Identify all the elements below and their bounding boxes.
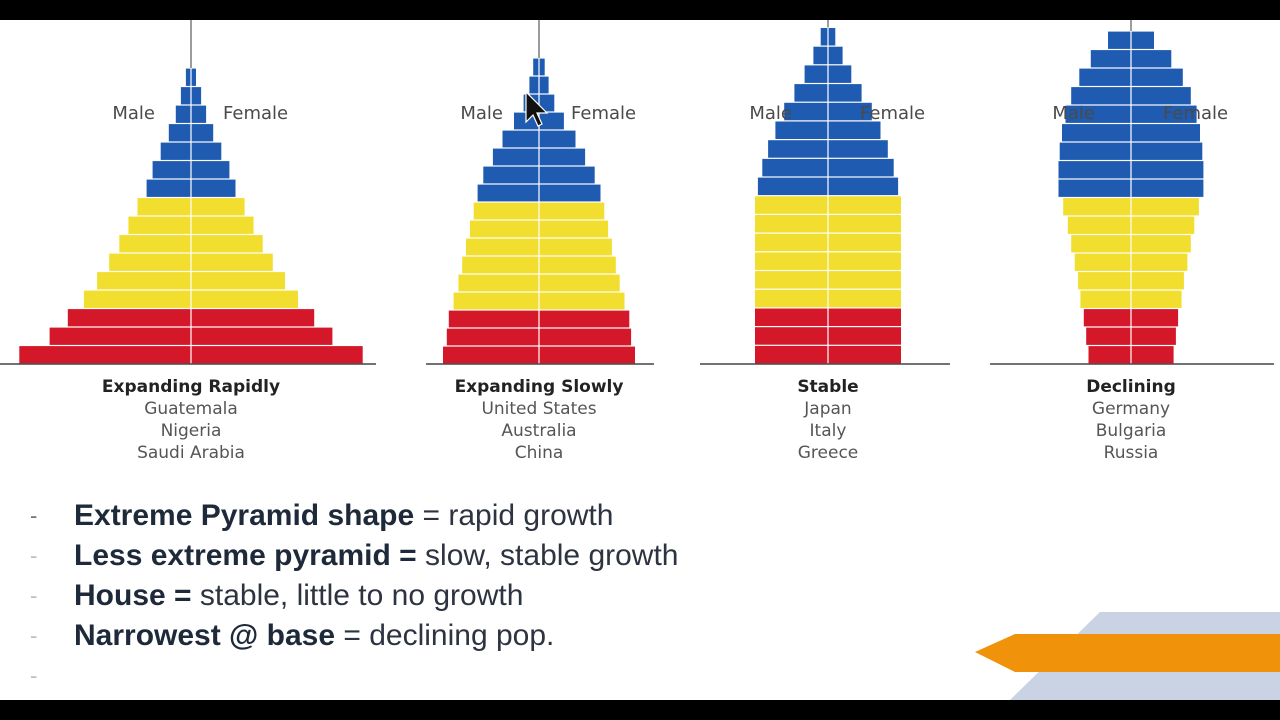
male-label: Male: [749, 103, 792, 124]
country-label: China: [515, 443, 564, 463]
country-label: Australia: [501, 421, 576, 441]
bullet-text: = declining pop.: [335, 619, 555, 652]
country-label: Italy: [810, 421, 847, 441]
pyramid-title: Stable: [797, 377, 858, 397]
male-label: Male: [112, 103, 155, 124]
orange-stripe: [975, 634, 1280, 672]
country-label: Bulgaria: [1096, 421, 1167, 441]
country-label: Germany: [1092, 399, 1170, 419]
bullet-dash: -: [30, 623, 38, 648]
country-label: Greece: [798, 443, 859, 463]
bullet-dash: -: [30, 543, 38, 568]
bullet-text: slow, stable growth: [416, 539, 679, 572]
pyramid-title: Declining: [1086, 377, 1176, 397]
bullet-bold-text: House =: [74, 579, 192, 612]
bullet-dash: -: [30, 503, 38, 528]
bullet-dash: -: [30, 663, 38, 688]
female-label: Female: [571, 103, 636, 124]
bullet-bold-text: Less extreme pyramid =: [74, 539, 417, 572]
bullet-text: = rapid growth: [414, 499, 614, 532]
bullet-item: -: [30, 656, 930, 696]
male-label: Male: [1052, 103, 1095, 124]
bullet-bold-text: Extreme Pyramid shape: [74, 499, 415, 532]
bullet-item: - House = stable, little to no growth: [30, 576, 930, 616]
bullet-dash: -: [30, 583, 38, 608]
bullet-item: - Less extreme pyramid = slow, stable gr…: [30, 536, 930, 576]
population-pyramids-figure: Male Female Expanding Rapidly Guatemala Nige…: [0, 20, 1280, 490]
male-label: Male: [460, 103, 503, 124]
pyramid-title: Expanding Slowly: [455, 377, 624, 397]
pyramid-title: Expanding Rapidly: [102, 377, 280, 397]
mouse-cursor-icon: [525, 90, 549, 127]
slide: Male Female Expanding Rapidly Guatemala Nige…: [0, 20, 1280, 700]
bullet-list: - Extreme Pyramid shape = rapid growth -…: [30, 496, 930, 696]
country-label: United States: [481, 399, 596, 419]
country-label: Nigeria: [161, 421, 222, 441]
bullet-bold-text: Narrowest @ base: [74, 619, 336, 652]
pyramids-svg: Male Female Expanding RapidlyGuatemalaNige…: [0, 20, 1274, 463]
female-label: Female: [860, 103, 925, 124]
country-label: Japan: [803, 399, 851, 419]
bullet-item: - Narrowest @ base = declining pop.: [30, 616, 930, 656]
bullet-text: stable, little to no growth: [191, 579, 524, 612]
pyramid-chart: Male Female Expanding RapidlyGuatemalaNige…: [0, 20, 376, 463]
female-label: Female: [1163, 103, 1228, 124]
female-label: Female: [223, 103, 288, 124]
bullet-item: - Extreme Pyramid shape = rapid growth: [30, 496, 930, 536]
country-label: Saudi Arabia: [137, 443, 245, 463]
slate-stripe: [1010, 612, 1280, 700]
country-label: Guatemala: [144, 399, 238, 419]
country-label: Russia: [1104, 443, 1159, 463]
